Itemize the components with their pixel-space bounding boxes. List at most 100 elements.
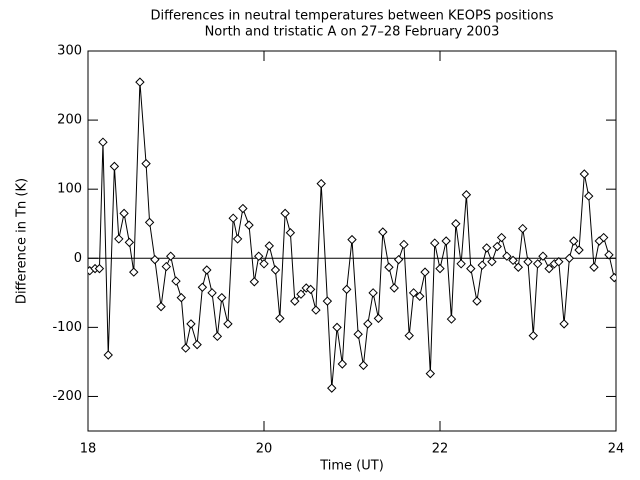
data-marker	[212, 331, 223, 342]
data-marker	[598, 232, 609, 243]
data-marker	[513, 262, 524, 272]
y-tick-label: 100	[57, 182, 82, 197]
data-marker	[327, 383, 337, 393]
data-marker	[430, 238, 440, 248]
x-tick-label: 22	[432, 442, 449, 457]
data-marker	[451, 219, 461, 229]
data-marker	[523, 257, 533, 267]
x-tick-label: 24	[608, 442, 625, 457]
data-marker	[135, 77, 145, 87]
data-marker	[161, 261, 172, 272]
data-marker	[347, 234, 357, 245]
data-marker	[109, 161, 120, 172]
data-marker	[554, 257, 564, 267]
data-marker	[207, 288, 217, 298]
data-marker	[166, 251, 176, 261]
data-marker	[492, 241, 502, 252]
chart-subtitle: North and tristatic A on 27–28 February …	[205, 25, 500, 40]
data-marker	[217, 292, 227, 303]
data-marker	[456, 259, 466, 269]
data-marker	[528, 330, 538, 341]
data-marker	[446, 314, 457, 324]
data-marker	[609, 272, 616, 283]
y-tick-label: 200	[57, 113, 82, 128]
data-marker	[378, 227, 388, 237]
plot-area	[88, 77, 616, 393]
data-marker	[192, 339, 202, 350]
data-marker	[264, 241, 274, 251]
data-marker	[589, 262, 599, 272]
data-marker	[564, 253, 575, 263]
data-marker	[124, 237, 135, 248]
data-marker	[332, 322, 342, 333]
data-marker	[579, 169, 590, 179]
data-marker	[481, 243, 492, 253]
data-marker	[373, 313, 384, 324]
data-marker	[259, 259, 269, 269]
data-marker	[119, 208, 129, 219]
chart-title: Differences in neutral temperatures betw…	[151, 9, 554, 24]
data-marker	[363, 319, 373, 329]
data-marker	[322, 296, 333, 306]
data-marker	[496, 232, 507, 243]
y-tick-label: -200	[52, 389, 82, 404]
data-marker	[538, 251, 548, 261]
data-marker	[487, 257, 497, 267]
x-axis-label: Time (UT)	[319, 459, 384, 474]
data-marker	[532, 259, 543, 269]
data-marker	[290, 296, 300, 306]
data-marker	[296, 289, 306, 299]
data-marker	[275, 313, 285, 324]
data-marker	[420, 267, 430, 277]
data-marker	[305, 284, 316, 295]
data-marker	[435, 263, 445, 274]
data-marker	[98, 137, 108, 147]
data-marker	[180, 343, 191, 353]
data-marker	[280, 208, 290, 219]
data-marker	[518, 223, 528, 234]
y-tick-label: 300	[57, 44, 82, 59]
data-marker	[477, 260, 487, 270]
data-marker	[129, 267, 139, 277]
data-marker	[584, 191, 594, 201]
data-marker	[415, 291, 425, 301]
data-marker	[502, 251, 512, 261]
data-marker	[238, 203, 248, 214]
data-marker	[311, 305, 321, 315]
data-marker	[197, 282, 208, 292]
data-marker	[316, 178, 326, 189]
data-marker	[353, 329, 363, 339]
x-tick-label: 18	[80, 442, 97, 457]
data-marker	[270, 265, 281, 275]
y-tick-label: 0	[74, 251, 82, 266]
data-marker	[144, 217, 155, 228]
data-marker	[408, 288, 419, 298]
data-marker	[114, 234, 124, 244]
data-marker	[441, 236, 451, 246]
data-marker	[202, 265, 212, 275]
data-marker	[171, 276, 181, 286]
data-marker	[544, 263, 554, 274]
data-marker	[358, 360, 369, 371]
data-marker	[254, 251, 264, 261]
data-marker	[94, 263, 105, 274]
data-marker	[508, 255, 518, 266]
y-tick-label: -100	[52, 320, 82, 335]
data-marker	[223, 319, 233, 329]
data-marker	[393, 254, 404, 265]
data-marker	[141, 158, 151, 169]
data-marker	[232, 234, 243, 244]
data-marker	[472, 296, 482, 306]
data-marker	[569, 236, 579, 246]
data-marker	[399, 239, 409, 250]
data-marker	[425, 368, 436, 379]
data-marker	[244, 220, 254, 230]
data-marker	[186, 319, 196, 329]
data-marker	[156, 301, 166, 312]
data-marker	[461, 190, 472, 200]
data-marker	[176, 292, 186, 303]
data-marker	[249, 277, 260, 287]
y-axis-label: Difference in Tn (K)	[15, 178, 30, 304]
data-marker	[337, 359, 348, 369]
